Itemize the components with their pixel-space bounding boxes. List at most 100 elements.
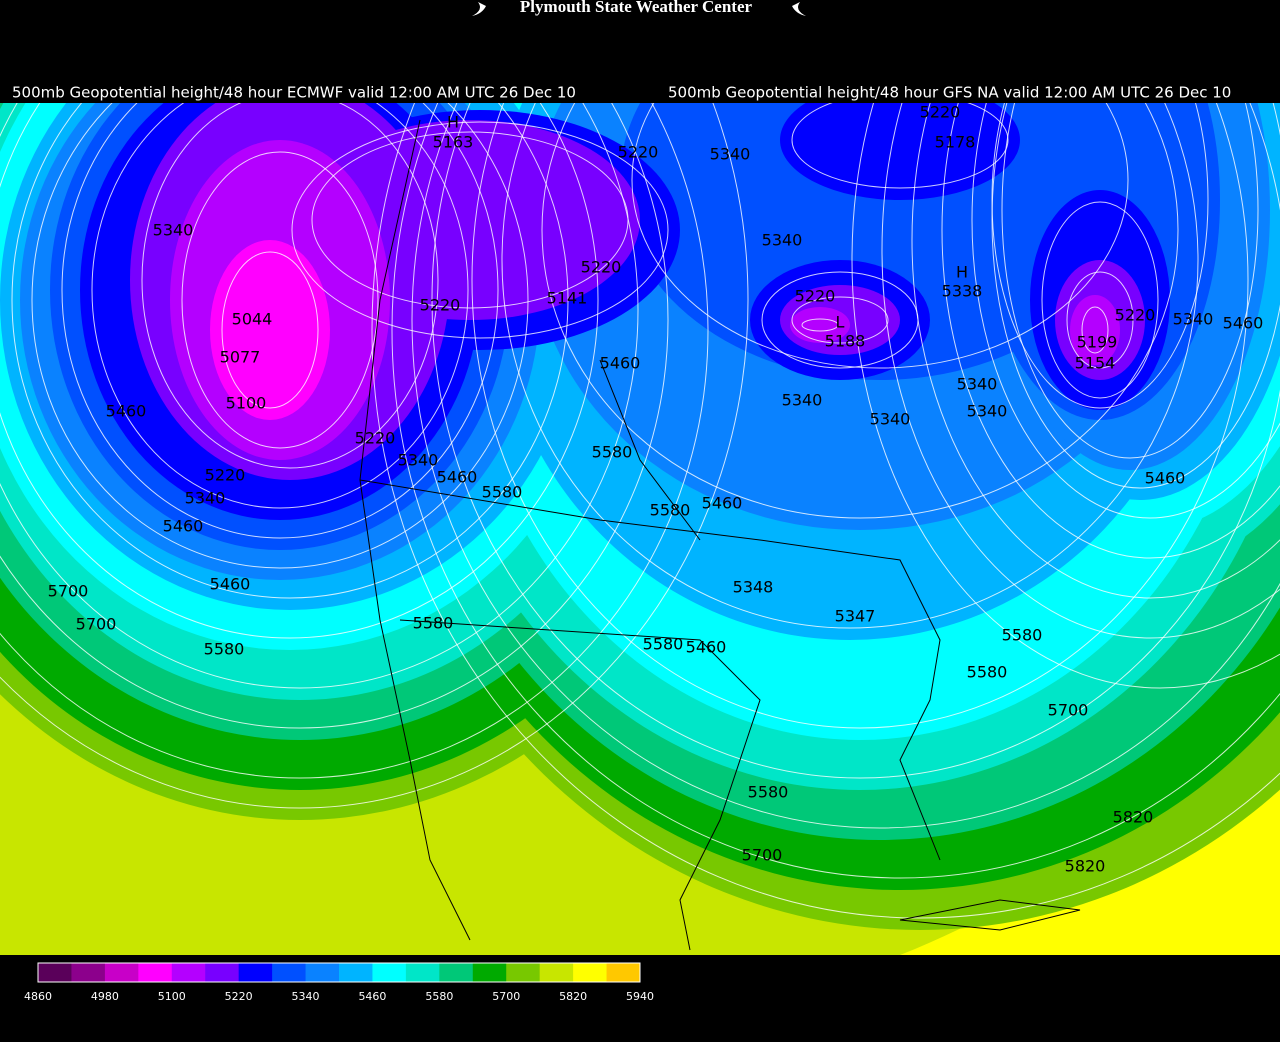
legend-swatch bbox=[439, 963, 474, 982]
contour-label: 5700 bbox=[1048, 701, 1089, 720]
contour-label: 5347 bbox=[835, 607, 876, 626]
contour-label: 5460 bbox=[210, 575, 251, 594]
contour-label: 5348 bbox=[733, 578, 774, 597]
contour-label: 5163 bbox=[433, 133, 474, 152]
contour-line bbox=[431, 103, 1280, 779]
legend-swatch bbox=[472, 963, 507, 982]
contour-label: 5220 bbox=[205, 466, 246, 485]
legend-swatch bbox=[272, 963, 307, 982]
height-band bbox=[210, 240, 330, 420]
legend-tick-label: 5220 bbox=[225, 990, 253, 1003]
contour-line bbox=[11, 103, 569, 599]
contour-line bbox=[0, 103, 669, 729]
contour-line bbox=[31, 103, 529, 569]
logo-bird bbox=[472, 2, 486, 16]
height-band bbox=[1070, 295, 1120, 365]
contour-label: H bbox=[956, 263, 968, 282]
contour-label: 5141 bbox=[547, 289, 588, 308]
legend-swatch bbox=[104, 963, 139, 982]
legend-swatch bbox=[606, 963, 641, 982]
contour-line bbox=[91, 103, 469, 509]
contour-label: 5178 bbox=[935, 133, 976, 152]
contour-label: 5580 bbox=[204, 640, 245, 659]
legend-tick-label: 5700 bbox=[492, 990, 520, 1003]
contour-line bbox=[391, 103, 1280, 879]
contour-label: 5340 bbox=[1173, 310, 1214, 329]
legend-swatch bbox=[71, 963, 106, 982]
contour-label: 5199 bbox=[1077, 333, 1118, 352]
coastline bbox=[899, 899, 1081, 931]
contour-line bbox=[631, 103, 1129, 369]
legend-tick-label: 4980 bbox=[91, 990, 119, 1003]
legend-swatch bbox=[506, 963, 541, 982]
contour-label: 5700 bbox=[742, 846, 783, 865]
contour-label: 5460 bbox=[702, 494, 743, 513]
contour-line bbox=[61, 103, 499, 539]
contour-line bbox=[0, 103, 639, 689]
contour-line bbox=[0, 103, 749, 809]
contour-line bbox=[1041, 201, 1159, 399]
contour-label: 5340 bbox=[710, 145, 751, 164]
contour-line bbox=[291, 121, 669, 339]
contour-label: 5460 bbox=[1145, 469, 1186, 488]
contour-label: 5580 bbox=[748, 783, 789, 802]
contour-label: 5044 bbox=[232, 310, 273, 329]
legend-tick-label: 4860 bbox=[24, 990, 52, 1003]
panel-title: 500mb Geopotential height/48 hour ECMWF … bbox=[12, 84, 576, 102]
contour-line bbox=[501, 103, 1199, 629]
contour-label: 5580 bbox=[650, 501, 691, 520]
contour-label: L bbox=[836, 313, 845, 332]
contour-line bbox=[801, 318, 839, 332]
legend-swatch bbox=[372, 963, 407, 982]
contour-label: 5338 bbox=[942, 282, 983, 301]
legend-tick-label: 5940 bbox=[626, 990, 654, 1003]
contour-line bbox=[1081, 306, 1109, 354]
legend-swatch bbox=[38, 963, 72, 982]
contour-label: 5340 bbox=[153, 221, 194, 240]
coastline bbox=[359, 479, 941, 861]
contour-label: 5340 bbox=[185, 489, 226, 508]
panel-title: 500mb Geopotential height/48 hour GFS NA… bbox=[668, 84, 1231, 102]
contour-label: 5340 bbox=[782, 391, 823, 410]
contour-line bbox=[881, 103, 1280, 639]
coastline bbox=[399, 619, 761, 951]
contour-label: 5580 bbox=[413, 614, 454, 633]
contour-label: 5220 bbox=[355, 429, 396, 448]
coastline bbox=[599, 359, 701, 541]
contour-label: 5460 bbox=[600, 354, 641, 373]
contour-line bbox=[761, 271, 919, 369]
contour-line bbox=[411, 103, 1280, 829]
legend-frame bbox=[37, 962, 641, 983]
contour-line bbox=[1066, 271, 1134, 369]
logo-bird bbox=[792, 2, 806, 16]
contour-label: 5580 bbox=[643, 635, 684, 654]
contour-line bbox=[181, 151, 379, 449]
contour-line bbox=[141, 103, 439, 469]
contour-line bbox=[911, 103, 1280, 599]
contour-label: H bbox=[447, 113, 459, 132]
contour-label: 5700 bbox=[76, 615, 117, 634]
legend-tick-label: 5820 bbox=[559, 990, 587, 1003]
contour-line bbox=[971, 103, 1280, 519]
contour-label: 5100 bbox=[226, 394, 267, 413]
height-band bbox=[900, 680, 1280, 955]
contour-label: 5340 bbox=[762, 231, 803, 250]
contour-label: 5220 bbox=[420, 296, 461, 315]
contour-line bbox=[941, 103, 1280, 559]
contour-line bbox=[791, 296, 889, 344]
contour-line bbox=[541, 103, 1179, 519]
contour-label: 5220 bbox=[1115, 306, 1156, 325]
contour-label: 5188 bbox=[825, 332, 866, 351]
site-title: Plymouth State Weather Center bbox=[520, 0, 753, 16]
legend-swatch bbox=[171, 963, 206, 982]
legend-tick-label: 5100 bbox=[158, 990, 186, 1003]
contour-line bbox=[471, 103, 1249, 729]
contour-label: 5220 bbox=[795, 287, 836, 306]
contour-label: 5340 bbox=[957, 375, 998, 394]
contour-label: 5220 bbox=[920, 103, 961, 122]
legend-swatch bbox=[539, 963, 574, 982]
legend-swatch bbox=[339, 963, 373, 982]
contour-label: 5220 bbox=[581, 258, 622, 277]
